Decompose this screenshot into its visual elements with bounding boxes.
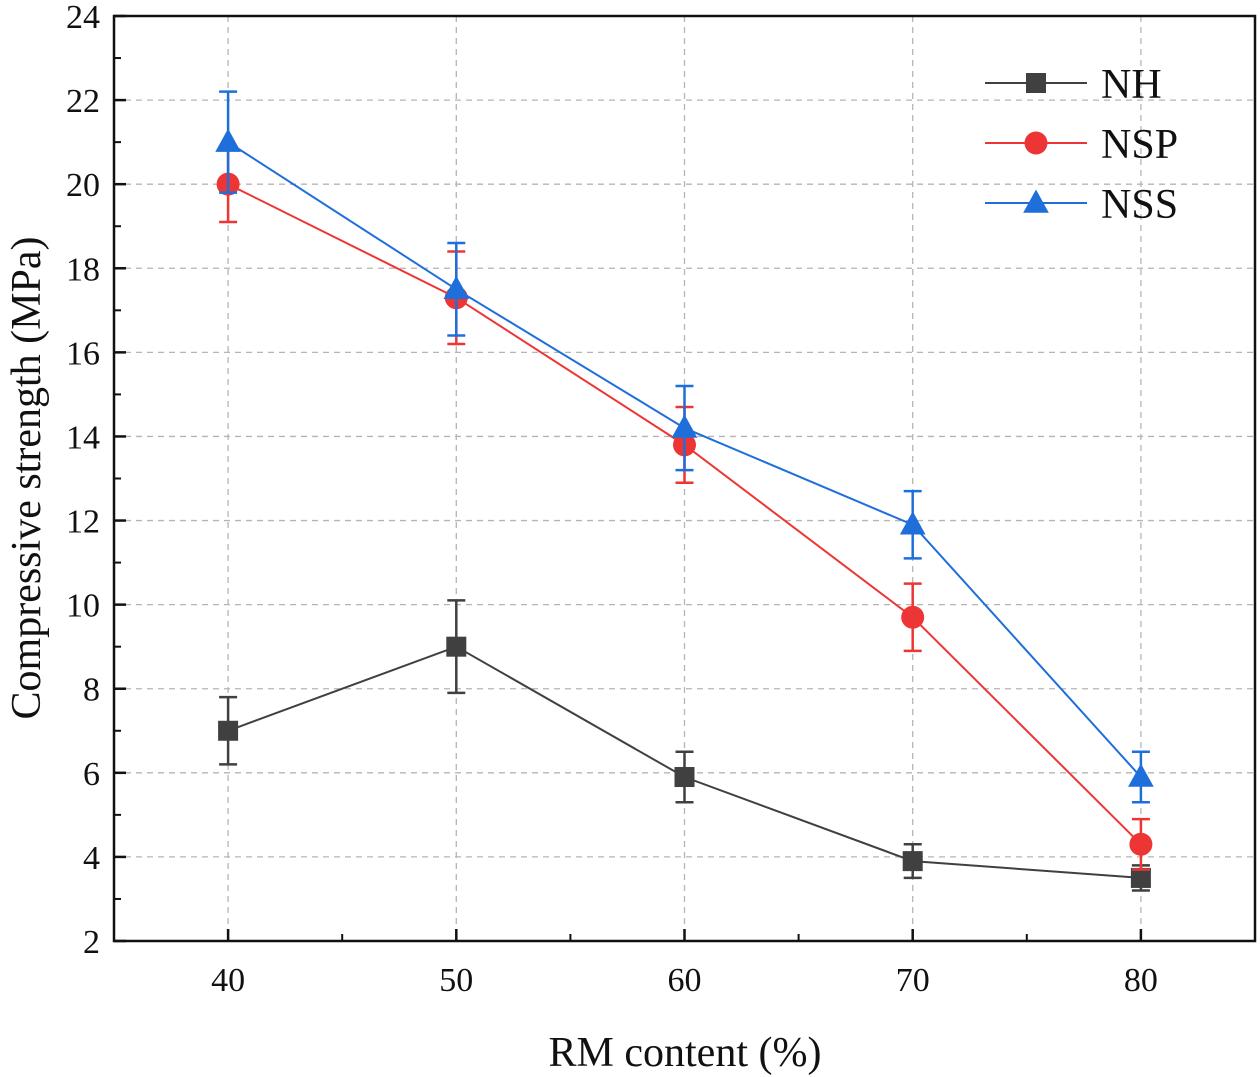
x-tick-label: 60: [668, 962, 702, 999]
y-tick-label: 6: [83, 756, 100, 793]
data-point-nss: [215, 128, 241, 152]
y-tick-label: 12: [66, 504, 100, 541]
y-tick-label: 18: [66, 251, 100, 288]
legend-item-nsp: NSP: [985, 122, 1178, 168]
y-tick-label: 16: [66, 335, 100, 372]
y-tick-label: 24: [66, 0, 100, 36]
legend-item-nss: NSS: [985, 182, 1178, 228]
data-point-nsp: [901, 605, 925, 629]
data-point-nh: [1130, 867, 1151, 888]
y-tick-label: 20: [66, 167, 100, 204]
data-point-nh: [446, 636, 467, 657]
legend-swatch-marker: [1023, 189, 1049, 213]
y-tick-label: 14: [66, 419, 100, 456]
data-point-nss: [1128, 763, 1154, 787]
legend: NH NSP NSS: [985, 62, 1178, 228]
legend-item-nh: NH: [985, 62, 1162, 108]
x-axis-title: RM content (%): [549, 1030, 822, 1076]
data-point-nss: [671, 414, 698, 438]
y-tick-label: 4: [83, 840, 100, 877]
data-point-nss: [443, 275, 470, 300]
x-tick-label: 50: [439, 962, 473, 999]
x-tick-label: 70: [896, 962, 930, 999]
data-point-nh: [902, 851, 923, 872]
x-tick-label: 40: [211, 962, 245, 999]
y-tick-label: 8: [83, 672, 100, 709]
y-tick-label: 10: [66, 588, 100, 625]
legend-swatch-marker: [1024, 131, 1048, 155]
data-point-nsp: [1129, 832, 1153, 856]
series-nh: [218, 599, 1151, 892]
legend-label: NSS: [1101, 182, 1178, 228]
legend-label: NSP: [1101, 122, 1178, 168]
data-point-nh: [218, 720, 239, 741]
series-nss: [215, 90, 1154, 804]
y-tick-label: 22: [66, 83, 100, 120]
legend-label: NH: [1101, 62, 1162, 108]
data-point-nh: [674, 767, 695, 788]
x-tick-label: 80: [1124, 962, 1158, 999]
y-axis-title: Compressive strength (MPa): [4, 237, 50, 720]
grid-lines: [114, 16, 1255, 941]
legend-swatch-marker: [1026, 73, 1046, 93]
y-tick-label: 2: [83, 924, 100, 961]
data-point-nss: [899, 511, 926, 535]
series-layer: [215, 90, 1154, 892]
